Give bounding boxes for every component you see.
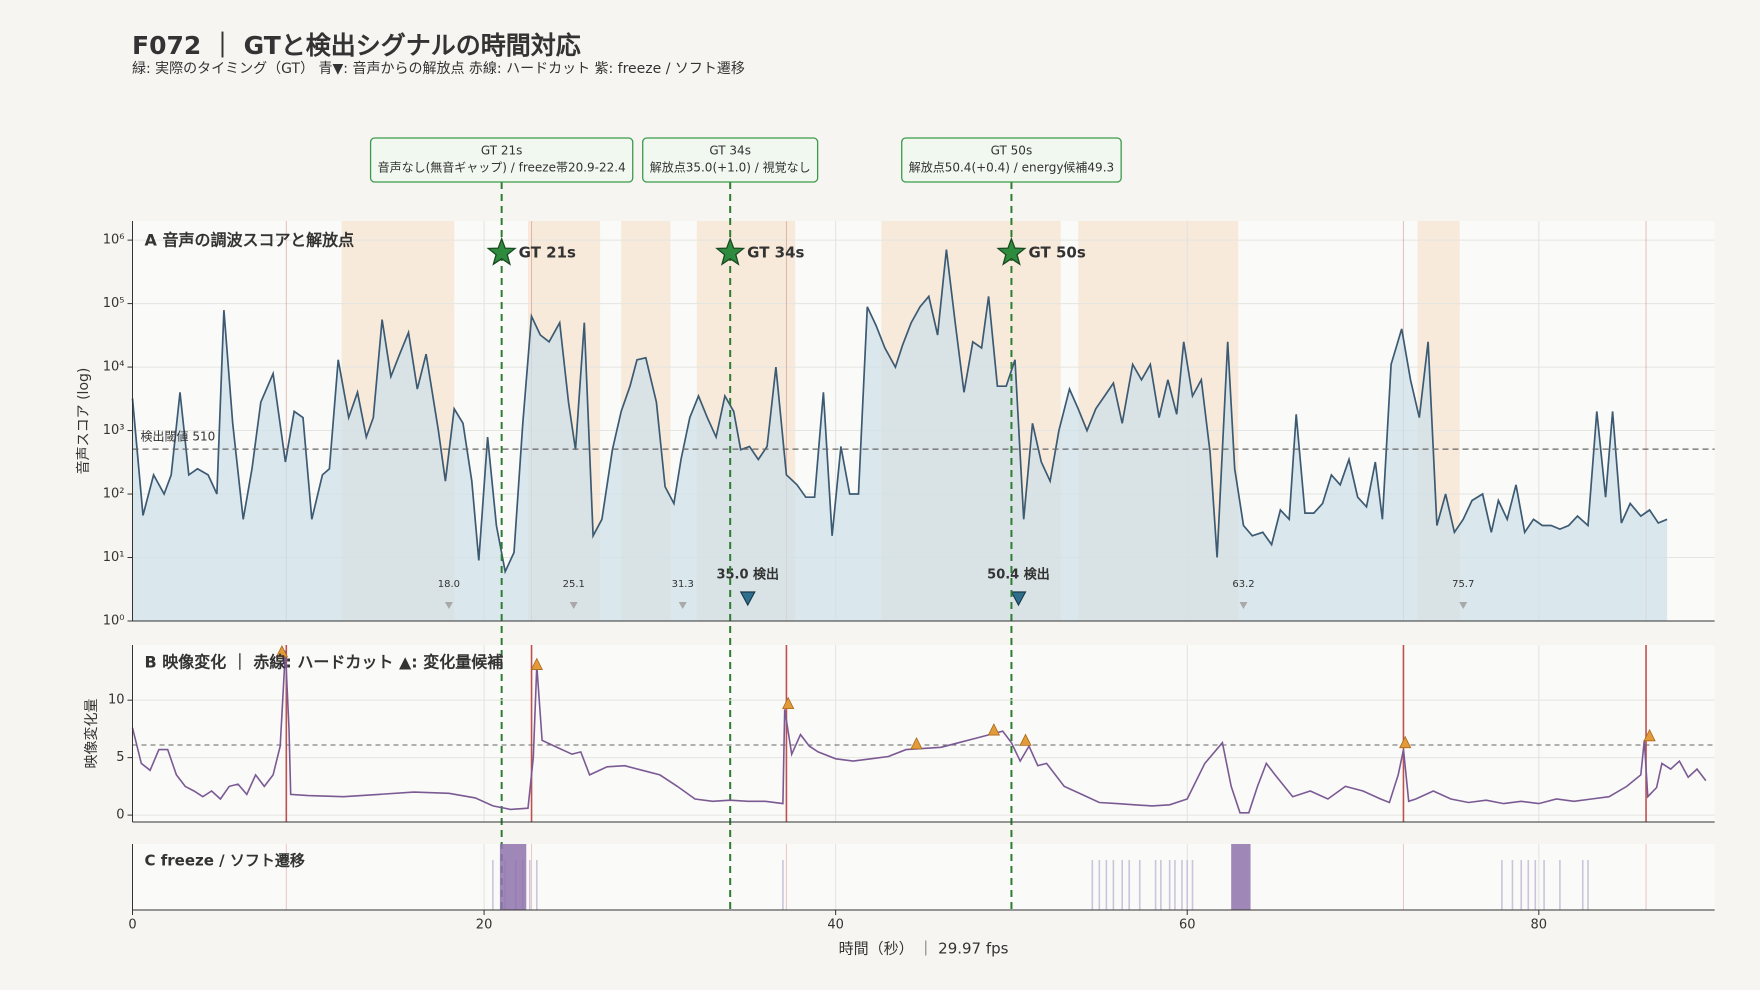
candidate-marker — [678, 602, 687, 609]
y-tick-label: 10¹ — [103, 550, 125, 565]
annotation-title: GT 21s — [481, 144, 523, 158]
freeze-span — [499, 844, 527, 910]
threshold-label: 検出閾値 510 — [141, 429, 216, 444]
change-candidate — [782, 696, 795, 710]
change-candidate — [1019, 733, 1032, 746]
y-tick-label: 5 — [116, 750, 124, 765]
y-axis-label: 映像変化量 — [83, 699, 100, 769]
x-tick-label: 60 — [1179, 918, 1196, 933]
x-tick-label: 0 — [128, 918, 136, 933]
candidate-label: 25.1 — [563, 579, 585, 590]
detection-marker — [1010, 591, 1027, 607]
change-candidate — [910, 736, 923, 750]
annotation-note: 解放点50.4(+0.4) / energy候補49.3 — [909, 160, 1114, 175]
y-tick-label: 10² — [103, 487, 125, 502]
annotation-box — [901, 137, 1122, 183]
candidate-label: 31.3 — [672, 579, 694, 590]
change-candidate — [530, 657, 543, 670]
panel-title: A 音声の調波スコアと解放点 — [145, 231, 355, 250]
panel-title: B 映像変化 ｜ 赤線: ハードカット ▲: 変化量候補 — [145, 653, 504, 672]
change-line — [131, 650, 1707, 814]
y-tick-label: 10⁶ — [103, 233, 125, 248]
x-tick-label: 80 — [1531, 918, 1548, 933]
gt-label: GT 21s — [519, 243, 576, 261]
freeze-span — [1231, 844, 1251, 910]
change-candidate — [1399, 735, 1412, 749]
gt-label: GT 50s — [1028, 243, 1085, 261]
gt-label: GT 34s — [747, 243, 804, 261]
annotation-box — [642, 137, 819, 183]
detection-marker — [739, 591, 756, 607]
candidate-marker — [1459, 602, 1468, 609]
y-tick-label: 10⁴ — [103, 360, 125, 375]
change-candidate — [1643, 728, 1656, 742]
gt-star — [715, 236, 746, 266]
detection-label: 50.4 検出 — [987, 567, 1050, 583]
change-candidate — [987, 723, 1001, 736]
panel-title: C freeze / ソフト遷移 — [145, 852, 305, 870]
page-title: F072 ｜ GTと検出シグナルの時間対応 — [132, 31, 581, 60]
annotation-title: GT 50s — [991, 144, 1033, 158]
x-tick-label: 40 — [827, 918, 844, 933]
y-tick-label: 10 — [108, 693, 125, 708]
y-tick-label: 10³ — [103, 423, 125, 438]
annotation-box — [369, 137, 634, 183]
change-candidate — [275, 645, 289, 658]
detection-label: 35.0 検出 — [716, 567, 779, 583]
annotation-note: 音声なし(無音ギャップ) / freeze帯20.9-22.4 — [378, 160, 626, 175]
gt-star — [486, 236, 517, 266]
candidate-label: 63.2 — [1232, 579, 1254, 590]
panel-bg — [132, 844, 1715, 910]
y-tick-label: 0 — [116, 808, 124, 823]
annotation-note: 解放点35.0(+1.0) / 視覚なし — [650, 160, 811, 175]
candidate-marker — [569, 602, 578, 609]
score-line — [131, 249, 1668, 575]
candidate-marker — [1239, 602, 1248, 609]
page-subtitle: 緑: 実際のタイミング（GT） 青▼: 音声からの解放点 赤線: ハードカット … — [132, 60, 745, 77]
y-tick-label: 10⁵ — [103, 296, 125, 311]
gt-star — [996, 236, 1027, 266]
candidate-label: 18.0 — [438, 579, 460, 590]
y-axis-label: 音声スコア (log) — [75, 368, 92, 475]
x-axis-label: 時間（秒） ｜ 29.97 fps — [839, 940, 1009, 958]
x-tick-label: 20 — [476, 918, 493, 933]
y-tick-label: 10⁰ — [103, 614, 125, 629]
candidate-label: 75.7 — [1452, 579, 1474, 590]
candidate-marker — [444, 602, 453, 609]
annotation-title: GT 34s — [709, 144, 751, 158]
